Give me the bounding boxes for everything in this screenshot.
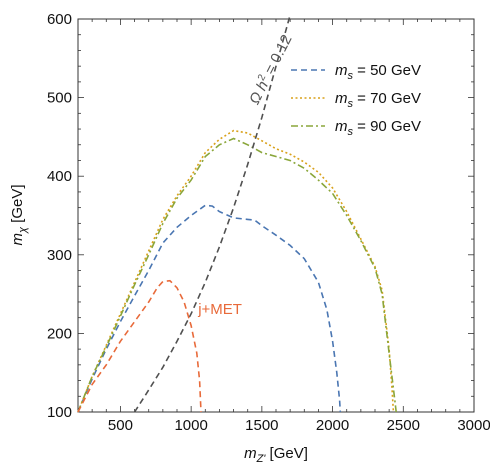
x-tick-label: 3000 [457,417,490,434]
x-tick-label: 1000 [174,417,207,434]
x-tick-label: 2000 [316,417,349,434]
y-axis-label: mχ [GeV] [9,184,29,245]
x-axis-label: mZ' [GeV] [244,445,308,465]
relic-density-annotation: Ω h2 = 0.12 [245,32,295,108]
y-tick-label: 200 [47,325,72,342]
annotations: j+MET Ω h2 = 0.12 [197,32,295,318]
y-tick-label: 600 [47,11,72,28]
y-tick-label: 500 [47,90,72,107]
y-tick-label: 300 [47,247,72,264]
legend-label: ms = 50 GeV [335,62,421,82]
x-tick-label: 2500 [387,417,420,434]
y-tick-label: 400 [47,168,72,185]
x-tick-label: 1500 [245,417,278,434]
legend-label: ms = 90 GeV [335,118,421,138]
y-tick-label: 100 [47,404,72,421]
tick-marks [77,18,475,413]
tick-labels: 500 1000 1500 2000 2500 3000 100 200 300 400 500 60… [47,11,490,434]
jmet-annotation: j+MET [197,301,242,318]
series-line [77,137,397,413]
axis-labels: mZ' [GeV] mχ [GeV] [9,184,308,465]
series-line [133,14,291,413]
x-tick-label: 500 [108,417,133,434]
legend: ms = 50 GeV ms = 70 GeV ms = 90 GeV [291,62,421,138]
legend-label: ms = 70 GeV [335,90,421,110]
curves [77,14,397,413]
series-line [77,129,395,413]
series-line [77,279,202,413]
